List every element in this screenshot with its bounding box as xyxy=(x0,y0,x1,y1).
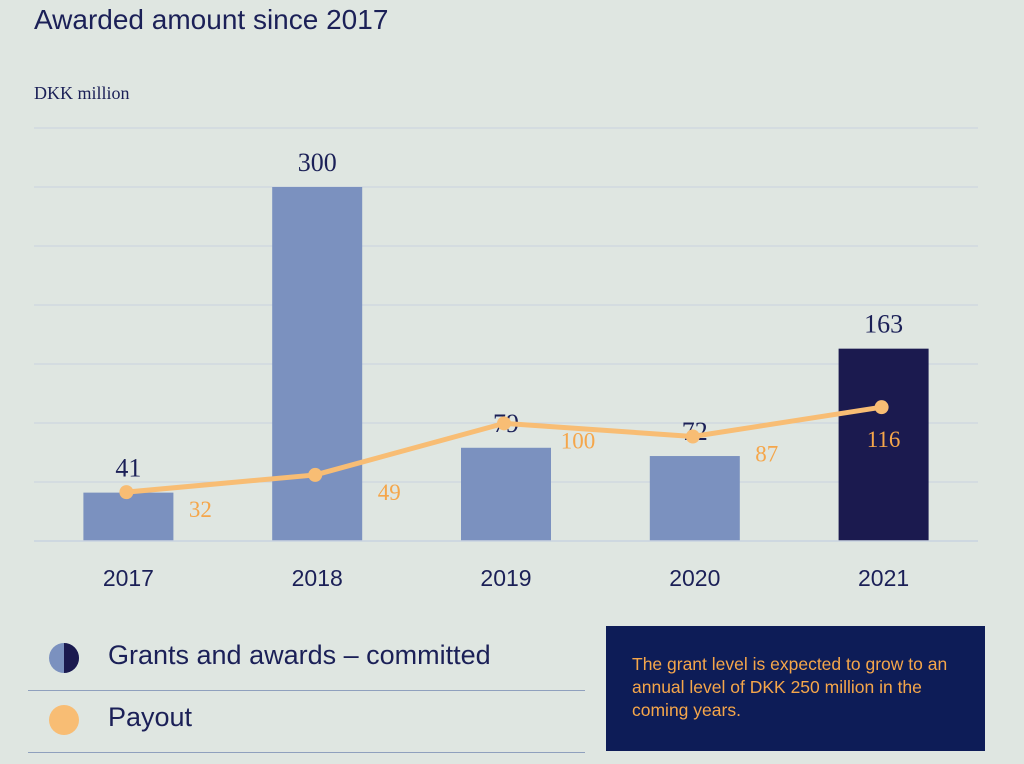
legend-item-grants: Grants and awards – committed xyxy=(28,630,585,691)
payout-value-label: 49 xyxy=(378,480,401,505)
x-tick-label: 2018 xyxy=(292,565,343,591)
half-filled-circle-icon xyxy=(49,643,79,673)
bar xyxy=(461,447,551,541)
legend-item-payout: Payout xyxy=(28,692,585,753)
x-tick-label: 2017 xyxy=(103,565,154,591)
bar xyxy=(649,456,740,541)
bar-value-label: 163 xyxy=(864,310,903,339)
payout-value-label: 100 xyxy=(561,428,596,453)
payout-point xyxy=(874,400,889,415)
x-tick-label: 2021 xyxy=(858,565,909,591)
legend-label-grants: Grants and awards – committed xyxy=(108,640,491,670)
payout-point xyxy=(685,429,700,444)
x-tick-label: 2020 xyxy=(669,565,720,591)
payout-point xyxy=(119,485,134,500)
payout-value-label: 87 xyxy=(755,442,778,467)
orange-circle-icon xyxy=(49,705,79,735)
bar xyxy=(272,187,363,541)
bar-value-label: 300 xyxy=(298,148,337,177)
payout-point xyxy=(497,416,511,431)
x-tick-label: 2019 xyxy=(480,565,531,591)
chart-title: Awarded amount since 2017 xyxy=(34,4,389,35)
legend-label-payout: Payout xyxy=(108,702,193,732)
payout-point xyxy=(308,467,323,482)
bar-value-label: 41 xyxy=(115,454,141,483)
payout-value-label: 32 xyxy=(189,497,212,522)
payout-value-label: 116 xyxy=(867,427,901,452)
unit-label: DKK million xyxy=(34,83,130,103)
note-box: The grant level is expected to grow to a… xyxy=(606,626,985,751)
bar xyxy=(838,348,929,541)
bar-line-chart: 4130079721632017201820192020202132491008… xyxy=(34,127,978,591)
bar xyxy=(83,492,174,541)
